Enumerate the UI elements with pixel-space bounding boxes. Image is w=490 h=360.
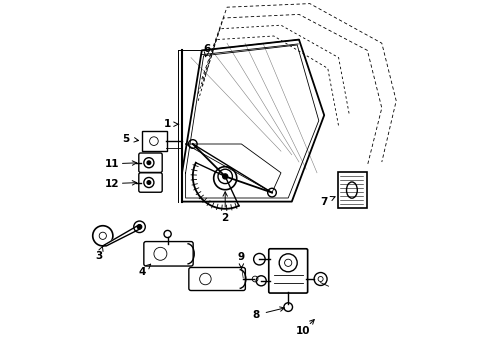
Text: 8: 8 [252, 310, 259, 320]
Text: 4: 4 [139, 267, 146, 277]
FancyBboxPatch shape [144, 242, 193, 266]
Circle shape [147, 181, 151, 184]
Text: 2: 2 [221, 213, 229, 223]
FancyBboxPatch shape [338, 172, 367, 208]
FancyBboxPatch shape [139, 173, 162, 192]
FancyBboxPatch shape [139, 153, 162, 172]
Text: 10: 10 [295, 326, 310, 336]
Text: 3: 3 [96, 251, 103, 261]
Text: 11: 11 [104, 159, 119, 169]
FancyBboxPatch shape [142, 131, 167, 151]
Text: 6: 6 [203, 44, 211, 54]
Circle shape [137, 225, 142, 229]
Circle shape [222, 174, 228, 179]
Polygon shape [103, 225, 141, 246]
Text: 7: 7 [320, 197, 328, 207]
Ellipse shape [346, 182, 357, 198]
FancyBboxPatch shape [269, 249, 308, 293]
FancyBboxPatch shape [189, 267, 245, 291]
Text: 1: 1 [164, 119, 171, 129]
Text: 12: 12 [104, 179, 119, 189]
Text: 9: 9 [238, 252, 245, 262]
Circle shape [147, 161, 151, 165]
Text: 5: 5 [122, 134, 130, 144]
